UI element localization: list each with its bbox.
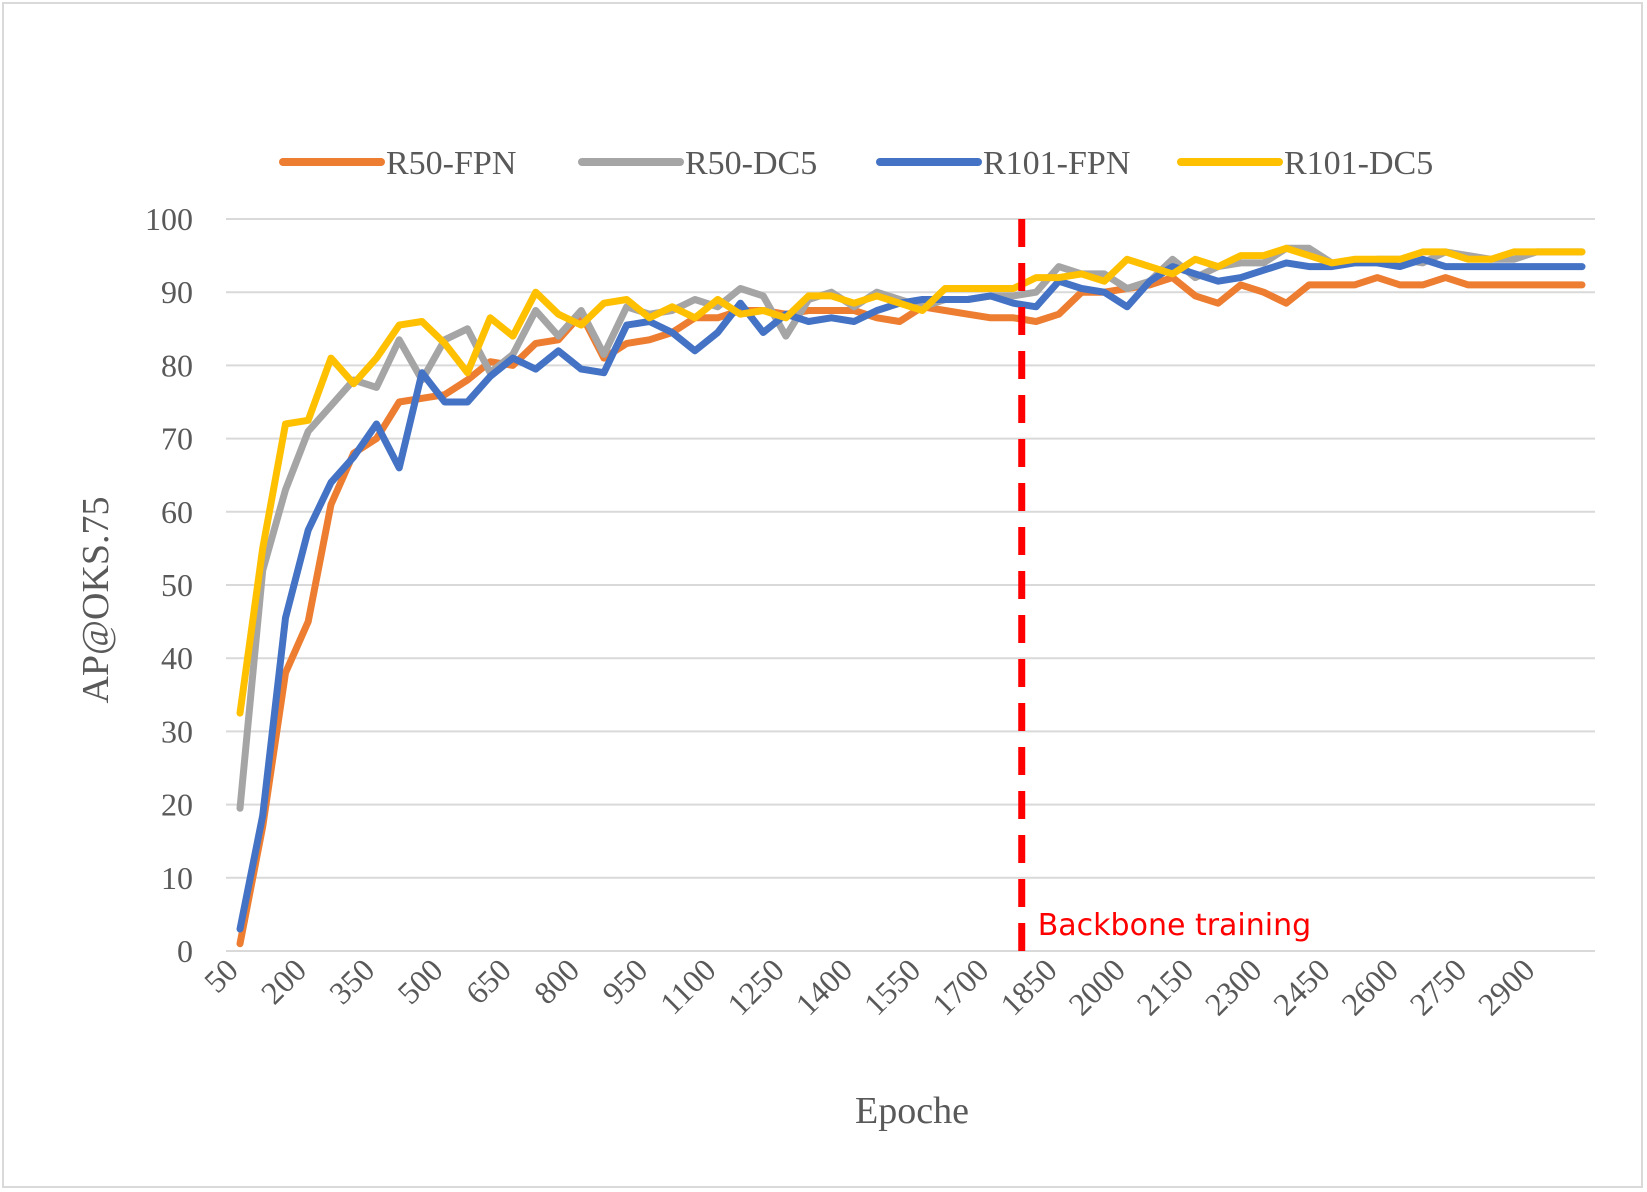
x-tick-label: 1100 bbox=[653, 951, 723, 1021]
y-tick-label: 10 bbox=[161, 860, 193, 896]
annotation-layer: Backbone training bbox=[1018, 219, 1311, 951]
series-line-r101-fpn bbox=[236, 255, 1586, 933]
x-tick-label: 2000 bbox=[1061, 951, 1132, 1022]
y-tick-label: 50 bbox=[161, 567, 193, 603]
x-tick-label: 950 bbox=[595, 951, 654, 1010]
y-tick-label: 60 bbox=[161, 494, 193, 530]
y-tick-label: 100 bbox=[145, 201, 193, 237]
x-tick-label: 1850 bbox=[993, 951, 1064, 1022]
legend-label: R50-FPN bbox=[386, 145, 516, 182]
x-tick-label: 1700 bbox=[925, 951, 996, 1022]
x-tick-label: 1400 bbox=[788, 951, 859, 1022]
x-tick-label: 2600 bbox=[1334, 951, 1405, 1022]
x-tick-label: 200 bbox=[254, 951, 313, 1010]
legend-label: R101-DC5 bbox=[1284, 145, 1433, 182]
x-tick-label: 1250 bbox=[720, 951, 791, 1022]
x-tick-labels: 50 200 350 500 650 800 95011001250140015501700… bbox=[197, 951, 1542, 1022]
x-tick-label: 2900 bbox=[1471, 951, 1542, 1022]
x-tick-label: 2450 bbox=[1266, 951, 1337, 1022]
y-tick-label: 70 bbox=[161, 421, 193, 457]
y-tick-label: 80 bbox=[161, 347, 193, 383]
y-tick-label: 90 bbox=[161, 274, 193, 310]
x-tick-label: 500 bbox=[390, 951, 449, 1010]
x-axis-title: Epoche bbox=[855, 1090, 969, 1132]
y-tick-labels: 0 10 20 30 40 50 60 70 80 90 100 bbox=[145, 201, 193, 969]
y-tick-label: 0 bbox=[177, 933, 193, 969]
series-lines bbox=[236, 244, 1586, 948]
y-axis-title: AP@OKS.75 bbox=[75, 496, 117, 703]
x-tick-label: 2150 bbox=[1130, 951, 1201, 1022]
x-tick-label: 50 bbox=[197, 951, 245, 999]
x-tick-label: 650 bbox=[459, 951, 518, 1010]
legend-label: R50-DC5 bbox=[685, 145, 817, 182]
series-line-r50-dc5 bbox=[236, 244, 1586, 812]
series-line-r50-fpn bbox=[236, 274, 1586, 948]
legend: R50-FPN R50-DC5 R101-FPN R101-DC5 bbox=[279, 145, 1433, 182]
y-tick-label: 30 bbox=[161, 713, 193, 749]
series-line-r101-dc5 bbox=[236, 244, 1586, 717]
y-tick-label: 40 bbox=[161, 640, 193, 676]
x-tick-label: 2300 bbox=[1198, 951, 1269, 1022]
legend-label: R101-FPN bbox=[983, 145, 1130, 182]
x-tick-label: 2750 bbox=[1403, 951, 1474, 1022]
annotation-label: Backbone training bbox=[1038, 908, 1311, 943]
y-tick-label: 20 bbox=[161, 787, 193, 823]
x-tick-label: 1550 bbox=[857, 951, 928, 1022]
x-tick-label: 800 bbox=[527, 951, 586, 1010]
x-tick-label: 350 bbox=[322, 951, 381, 1010]
gridlines bbox=[226, 218, 1595, 952]
